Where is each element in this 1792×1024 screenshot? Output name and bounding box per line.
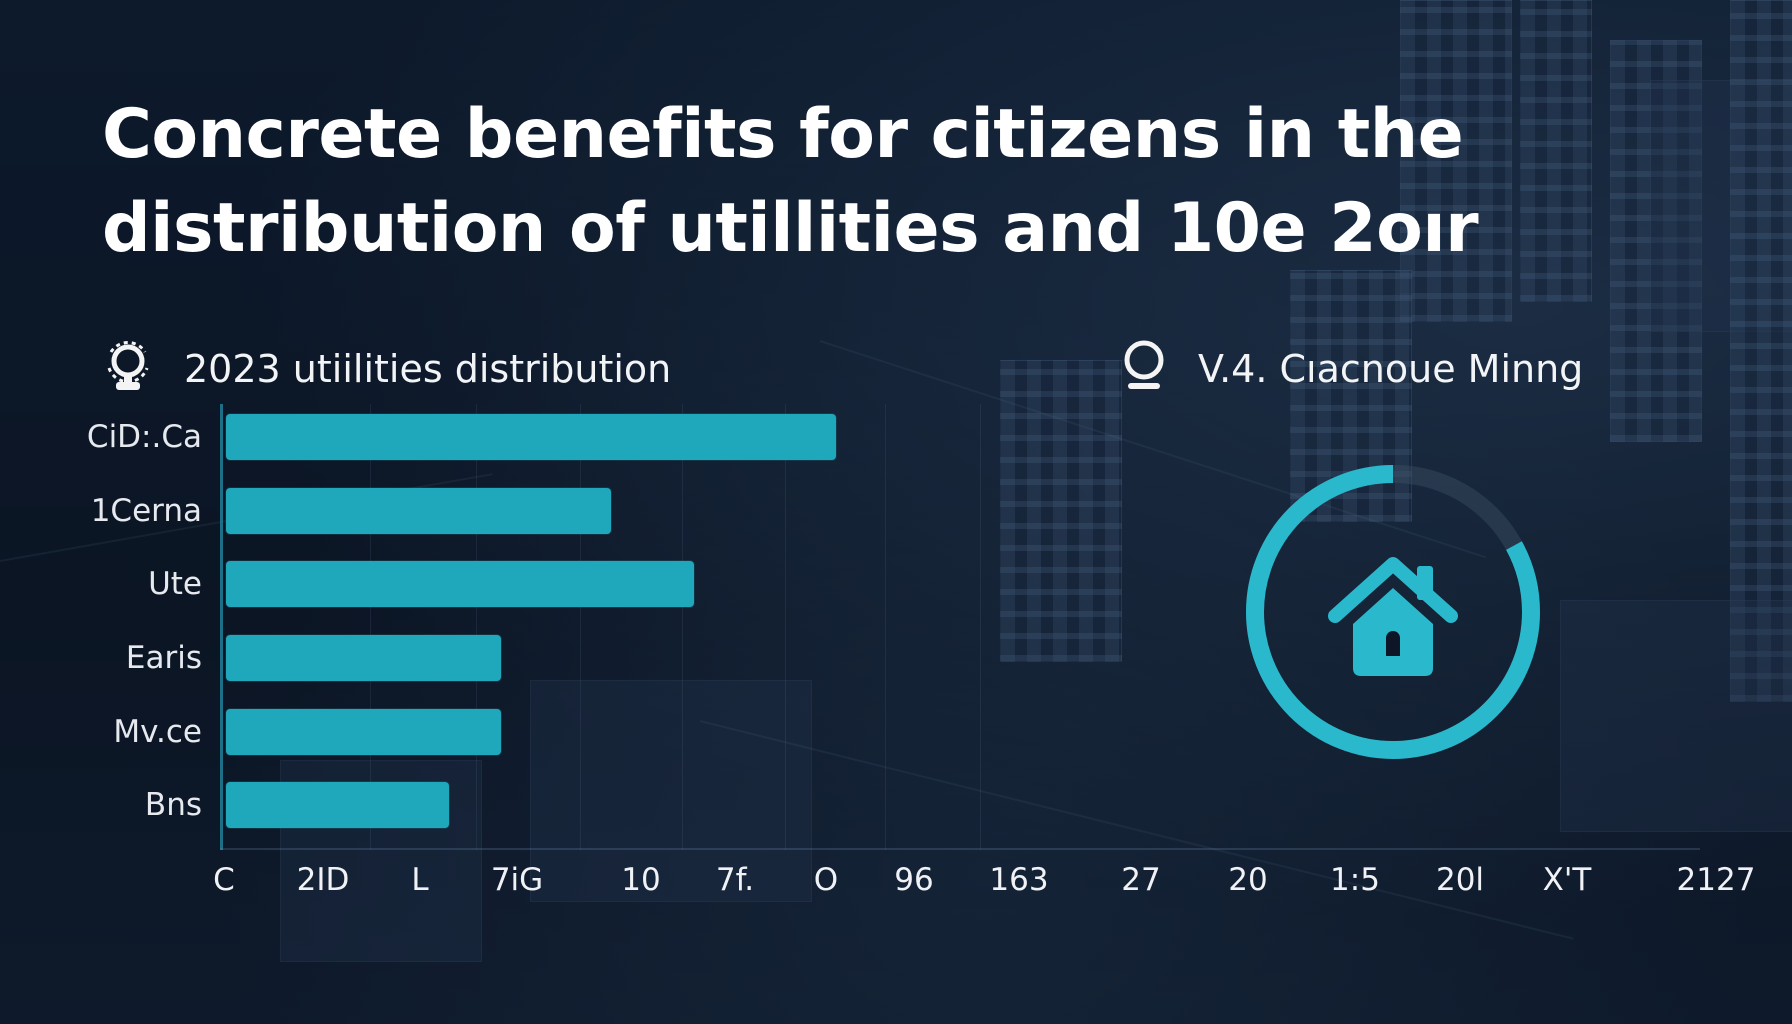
y-label: Ute: [148, 566, 202, 602]
ring-stand-icon: [1120, 338, 1168, 399]
x-tick: 20l: [1435, 862, 1485, 898]
x-tick: O: [813, 862, 839, 898]
x-tick: 1:5: [1330, 862, 1380, 898]
bar: [226, 635, 501, 681]
x-tick: X'T: [1542, 862, 1592, 898]
x-tick: 163: [989, 862, 1049, 898]
gridline: [370, 404, 371, 850]
bar-chart-title: 2023 utiilities distribution: [184, 346, 672, 391]
gridline: [580, 404, 581, 850]
background-vehicle: [530, 680, 812, 902]
ring-graphic-title: V.4. Cıacnoue Minng: [1198, 346, 1584, 391]
background-building: [1730, 0, 1792, 702]
bar-chart-plot: [220, 404, 1700, 850]
x-tick: 96: [894, 862, 934, 898]
background-building: [1400, 0, 1512, 322]
progress-ring: [1245, 464, 1541, 760]
y-label: Mv.ce: [113, 714, 202, 750]
background-building: [1000, 360, 1122, 662]
background-building: [1520, 0, 1592, 302]
gridline: [980, 404, 981, 850]
x-tick: 10: [621, 862, 661, 898]
background-building: [1650, 80, 1792, 332]
x-tick: 7iG: [490, 862, 544, 898]
house-icon: [1328, 557, 1458, 676]
gridline: [682, 404, 683, 850]
x-tick: 20: [1228, 862, 1268, 898]
title-line-1: Concrete benefits for citizens in the: [102, 95, 1464, 174]
x-tick: C: [213, 862, 235, 898]
x-tick: 2127: [1676, 862, 1756, 898]
bar: [226, 709, 501, 755]
gridline: [885, 404, 886, 850]
page-title: Concrete benefits for citizens in the di…: [102, 88, 1602, 276]
globe-stand-icon: [102, 338, 154, 399]
gridline: [476, 404, 477, 850]
ring-progress-arc: [1246, 465, 1540, 759]
gridline: [785, 404, 786, 850]
y-label: 1Cerna: [90, 493, 202, 529]
bar-chart-header: 2023 utiilities distribution: [102, 338, 671, 399]
x-tick: 7f.: [715, 862, 755, 898]
background-building: [1560, 600, 1792, 832]
title-line-2: distribution of utillities and 10e 2oır: [102, 189, 1479, 268]
y-label: Earis: [125, 640, 202, 676]
x-tick: L: [411, 862, 429, 898]
x-tick: 27: [1121, 862, 1161, 898]
bar: [226, 561, 694, 607]
y-label: Bns: [144, 787, 202, 823]
bar: [226, 782, 449, 828]
x-axis-line: [220, 848, 1700, 850]
background-building: [1610, 40, 1702, 442]
y-label: CiD:.Ca: [86, 419, 202, 455]
x-axis-labels: C 2ID L 7iG 10 7f. O 96 163 27 20 1:5 20…: [0, 862, 1792, 906]
ring-graphic-header: V.4. Cıacnoue Minng: [1120, 338, 1583, 399]
bar: [226, 488, 611, 534]
bar: [226, 414, 836, 460]
x-tick: 2ID: [296, 862, 350, 898]
y-axis-line: [220, 404, 223, 850]
